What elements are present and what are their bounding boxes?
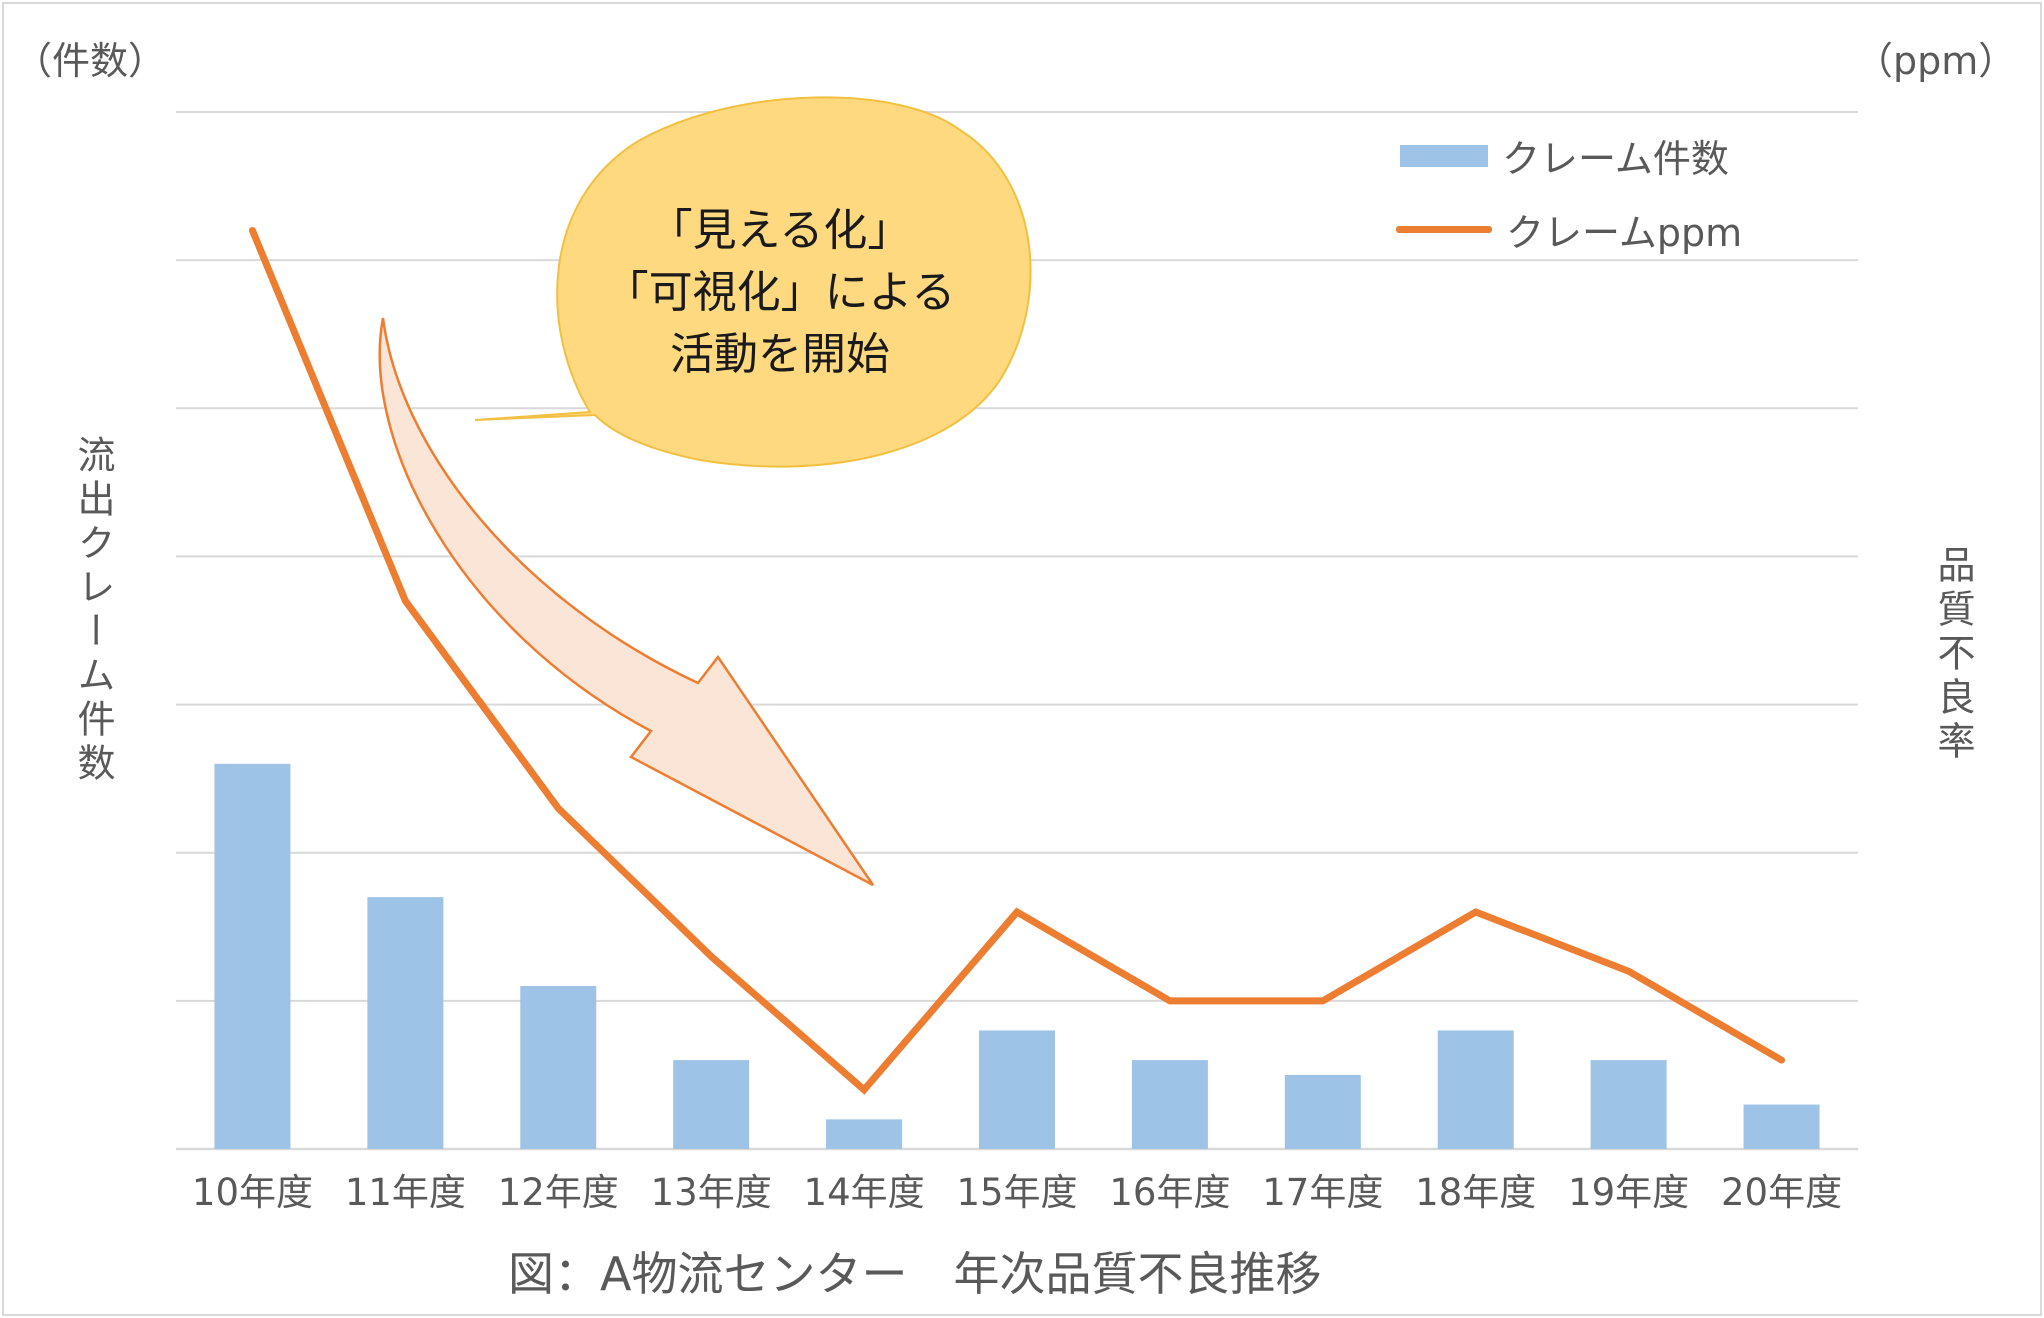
legend-item-claim-ppm: クレームppm [1396,202,1742,257]
bar [1131,1060,1208,1149]
x-tick-label: 13年度 [651,1171,772,1214]
trend-arrow [378,317,875,887]
downward-arrow-shape [378,317,875,887]
x-tick-label: 16年度 [1109,1171,1230,1214]
legend-swatch-line [1396,226,1492,233]
bar [1590,1060,1667,1149]
ppm-line [248,227,1786,1095]
bar [1743,1104,1820,1149]
bar [214,763,291,1149]
bar-series [214,763,1820,1149]
legend-label-claim-count: クレーム件数 [1502,137,1729,181]
x-tick-label: 12年度 [498,1171,619,1214]
x-axis-tick-labels: 10年度 11年度 12年度 13年度 14年度 15年度 16年度 17年度 18年度 19年度… [192,1171,1842,1214]
callout-line-3: 活動を開始 [670,329,890,380]
x-tick-label: 19年度 [1568,1171,1689,1214]
callout-bubble [474,96,1032,468]
right-axis-label: 品質不良率 [1931,545,1975,765]
x-tick-label: 14年度 [804,1171,925,1214]
callout-line-1: 「見える化」 [648,205,912,256]
line-series [248,227,1786,1095]
x-tick-label: 11年度 [345,1171,466,1214]
callout-text: 「見える化」 「可視化」による 活動を開始 [600,200,960,386]
legend-item-claim-count: クレーム件数 [1400,128,1729,183]
bar [826,1119,903,1149]
left-axis-unit: （件数） [14,39,167,83]
x-tick-label: 10年度 [192,1171,313,1214]
left-axis-label: 流出クレーム件数 [71,435,115,787]
bar [520,986,597,1149]
callout-shape [474,96,1032,468]
legend-swatch-bar [1400,144,1488,167]
bar [1284,1074,1361,1149]
bar [673,1060,750,1149]
x-tick-label: 18年度 [1415,1171,1536,1214]
bar [979,1030,1055,1149]
x-tick-label: 17年度 [1262,1171,1383,1214]
callout-line-2: 「可視化」による [604,267,956,318]
figure-caption: 図：A物流センター 年次品質不良推移 [508,1247,1322,1301]
legend-label-claim-ppm: クレームppm [1506,211,1743,255]
x-tick-label: 15年度 [956,1171,1077,1214]
bar [1437,1030,1514,1149]
x-tick-label: 20年度 [1721,1171,1842,1214]
right-axis-unit: （ppm） [1855,39,2017,83]
bar [367,897,444,1149]
